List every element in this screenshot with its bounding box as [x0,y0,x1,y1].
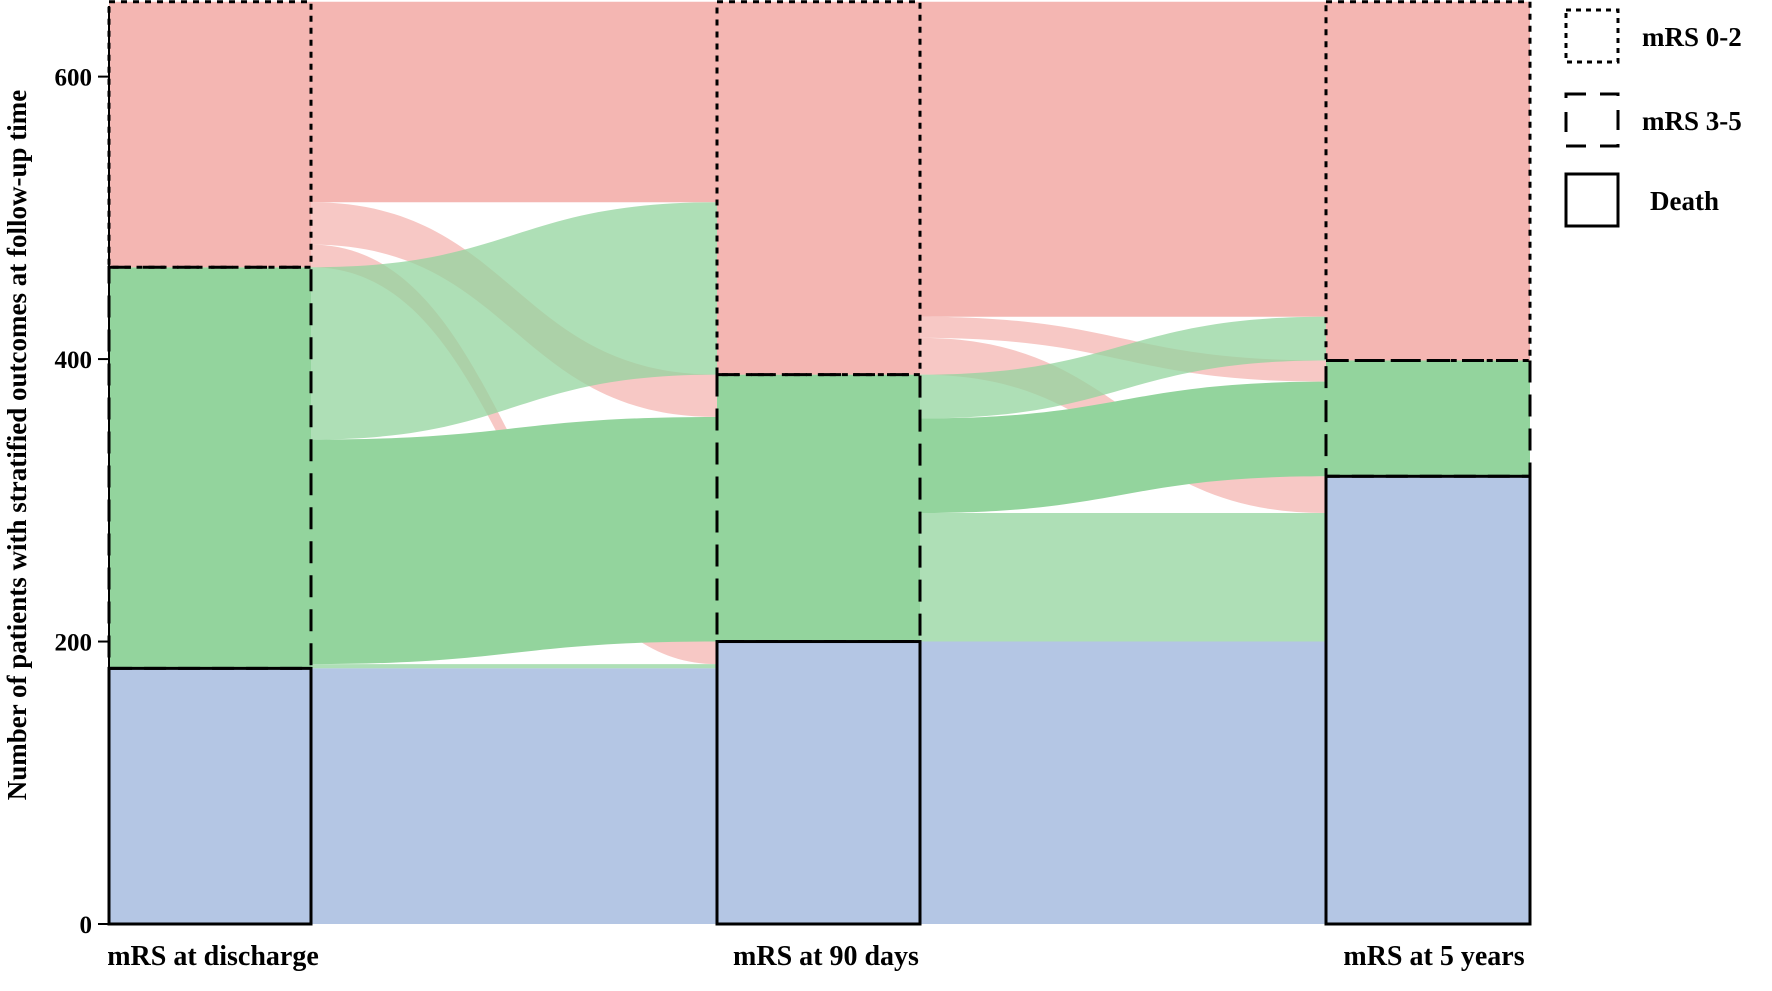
flow-stage2-mrs02-to-mrs02 [920,1,1326,317]
bar-fill-stage2-death [717,641,920,924]
bar-fill-stage2-mrs35 [717,374,920,642]
flow-stage1-mrs35-to-death [311,664,717,669]
legend-swatch-mrs02 [1564,8,1620,64]
flow-stage2-mrs35-to-death [920,513,1326,642]
y-tick-label: 0 [80,912,93,939]
node-stage2-mrs02 [715,0,922,377]
bar-fill-stage3-mrs35 [1326,360,1530,477]
stage-bars-layer [107,0,1532,926]
bar-fill-stage1-death [109,668,311,924]
y-axis: 0 200 400 600 [55,6,110,939]
legend: mRS 0-2 mRS 3-5 Death [1564,8,1742,228]
y-tick-label: 600 [55,65,93,92]
stage-label: mRS at 5 years [1343,941,1524,972]
flow-stage1-death-to-death [311,668,717,924]
y-tick-label: 200 [55,630,93,657]
flow-stage1-mrs35-to-mrs02 [311,202,717,440]
stage-label: mRS at 90 days [733,941,919,972]
flow-stage2-death-to-death [920,641,1326,924]
bar-fill-stage1-mrs02 [109,1,311,268]
flow-stage1-mrs35-to-mrs35 [311,416,717,665]
bar-fill-stage3-mrs02 [1326,1,1530,361]
flow-stage2-mrs35-to-mrs35 [920,381,1326,514]
legend-label-mrs35: mRS 3-5 [1642,106,1742,136]
bar-fill-stage1-mrs35 [109,267,311,669]
stage-label: mRS at discharge [107,941,319,972]
bar-fill-stage2-mrs02 [717,1,920,375]
legend-label-mrs02: mRS 0-2 [1642,22,1742,52]
flow-stage1-mrs02-to-mrs02 [311,1,717,203]
flow-stage2-mrs35-to-mrs02 [920,316,1326,419]
node-stage1-mrs02 [107,0,313,269]
stage-labels: mRS at discharge mRS at 90 days mRS at 5 y… [107,941,1524,972]
legend-label-death: Death [1650,186,1719,216]
node-stage3-mrs02 [1324,0,1532,362]
y-axis-title: Number of patients with stratified outco… [2,90,32,800]
legend-swatch-death [1564,172,1620,228]
flows-layer [311,1,1326,924]
y-tick-label: 400 [55,347,93,374]
legend-swatch-mrs35 [1564,92,1620,148]
bar-fill-stage3-death [1326,476,1530,924]
node-stage2-death [715,640,922,926]
